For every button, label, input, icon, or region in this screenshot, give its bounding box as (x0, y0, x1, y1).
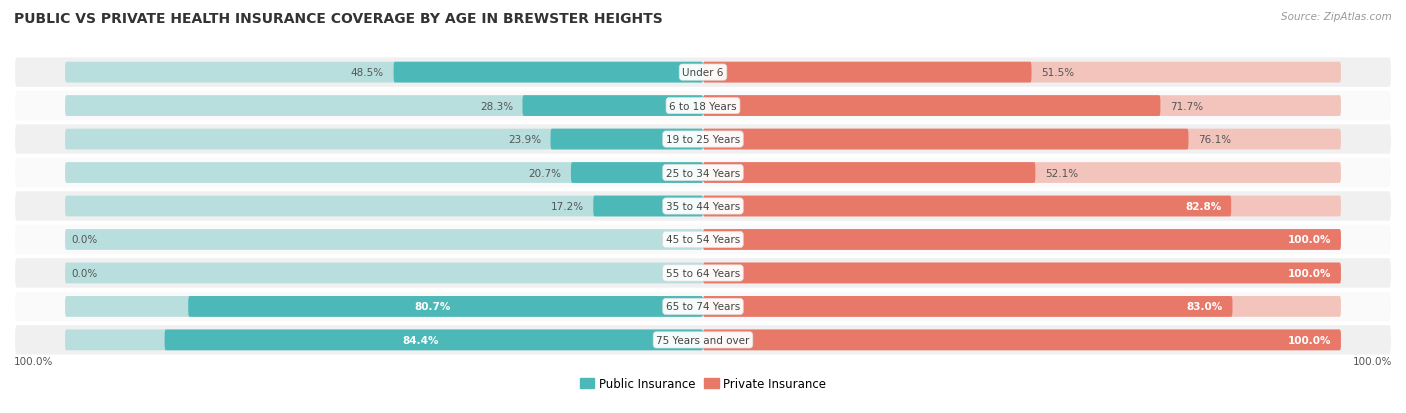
Text: 76.1%: 76.1% (1198, 135, 1232, 145)
FancyBboxPatch shape (703, 163, 1341, 183)
Text: 23.9%: 23.9% (508, 135, 541, 145)
Text: Source: ZipAtlas.com: Source: ZipAtlas.com (1281, 12, 1392, 22)
Text: 35 to 44 Years: 35 to 44 Years (666, 202, 740, 211)
Text: 65 to 74 Years: 65 to 74 Years (666, 301, 740, 312)
Text: 45 to 54 Years: 45 to 54 Years (666, 235, 740, 245)
Text: 19 to 25 Years: 19 to 25 Years (666, 135, 740, 145)
FancyBboxPatch shape (703, 96, 1341, 117)
Text: 52.1%: 52.1% (1045, 168, 1078, 178)
FancyBboxPatch shape (593, 196, 703, 217)
FancyBboxPatch shape (703, 263, 1341, 284)
FancyBboxPatch shape (14, 57, 1392, 89)
FancyBboxPatch shape (703, 196, 1341, 217)
Text: 100.0%: 100.0% (1353, 356, 1392, 366)
FancyBboxPatch shape (703, 163, 1035, 183)
Text: 80.7%: 80.7% (415, 301, 451, 312)
Text: 55 to 64 Years: 55 to 64 Years (666, 268, 740, 278)
FancyBboxPatch shape (65, 296, 703, 317)
FancyBboxPatch shape (14, 90, 1392, 122)
FancyBboxPatch shape (14, 224, 1392, 256)
FancyBboxPatch shape (65, 330, 703, 350)
Text: 100.0%: 100.0% (1288, 235, 1331, 245)
FancyBboxPatch shape (523, 96, 703, 117)
FancyBboxPatch shape (571, 163, 703, 183)
FancyBboxPatch shape (65, 96, 703, 117)
FancyBboxPatch shape (65, 63, 703, 83)
Text: 48.5%: 48.5% (352, 68, 384, 78)
Legend: Public Insurance, Private Insurance: Public Insurance, Private Insurance (575, 373, 831, 395)
Text: 6 to 18 Years: 6 to 18 Years (669, 101, 737, 112)
Text: PUBLIC VS PRIVATE HEALTH INSURANCE COVERAGE BY AGE IN BREWSTER HEIGHTS: PUBLIC VS PRIVATE HEALTH INSURANCE COVER… (14, 12, 662, 26)
FancyBboxPatch shape (65, 230, 703, 250)
Text: 84.4%: 84.4% (402, 335, 439, 345)
FancyBboxPatch shape (703, 63, 1032, 83)
Text: 0.0%: 0.0% (72, 235, 98, 245)
FancyBboxPatch shape (394, 63, 703, 83)
Text: 25 to 34 Years: 25 to 34 Years (666, 168, 740, 178)
FancyBboxPatch shape (14, 157, 1392, 189)
Text: 83.0%: 83.0% (1187, 301, 1223, 312)
FancyBboxPatch shape (14, 124, 1392, 155)
FancyBboxPatch shape (703, 129, 1188, 150)
FancyBboxPatch shape (65, 263, 703, 284)
Text: 17.2%: 17.2% (551, 202, 583, 211)
FancyBboxPatch shape (65, 196, 703, 217)
Text: 20.7%: 20.7% (529, 168, 561, 178)
FancyBboxPatch shape (65, 163, 703, 183)
FancyBboxPatch shape (703, 230, 1341, 250)
Text: 100.0%: 100.0% (14, 356, 53, 366)
FancyBboxPatch shape (703, 63, 1341, 83)
Text: 100.0%: 100.0% (1288, 335, 1331, 345)
FancyBboxPatch shape (703, 330, 1341, 350)
FancyBboxPatch shape (703, 330, 1341, 350)
FancyBboxPatch shape (703, 296, 1341, 317)
FancyBboxPatch shape (703, 296, 1233, 317)
FancyBboxPatch shape (65, 129, 703, 150)
FancyBboxPatch shape (14, 191, 1392, 222)
Text: 0.0%: 0.0% (72, 268, 98, 278)
FancyBboxPatch shape (551, 129, 703, 150)
Text: 71.7%: 71.7% (1170, 101, 1204, 112)
Text: 75 Years and over: 75 Years and over (657, 335, 749, 345)
Text: Under 6: Under 6 (682, 68, 724, 78)
Text: 51.5%: 51.5% (1040, 68, 1074, 78)
FancyBboxPatch shape (703, 263, 1341, 284)
FancyBboxPatch shape (703, 129, 1341, 150)
FancyBboxPatch shape (703, 196, 1232, 217)
FancyBboxPatch shape (703, 96, 1160, 117)
FancyBboxPatch shape (165, 330, 703, 350)
Text: 82.8%: 82.8% (1185, 202, 1222, 211)
FancyBboxPatch shape (14, 291, 1392, 323)
FancyBboxPatch shape (14, 324, 1392, 356)
FancyBboxPatch shape (703, 230, 1341, 250)
FancyBboxPatch shape (14, 258, 1392, 289)
FancyBboxPatch shape (188, 296, 703, 317)
Text: 100.0%: 100.0% (1288, 268, 1331, 278)
Text: 28.3%: 28.3% (479, 101, 513, 112)
